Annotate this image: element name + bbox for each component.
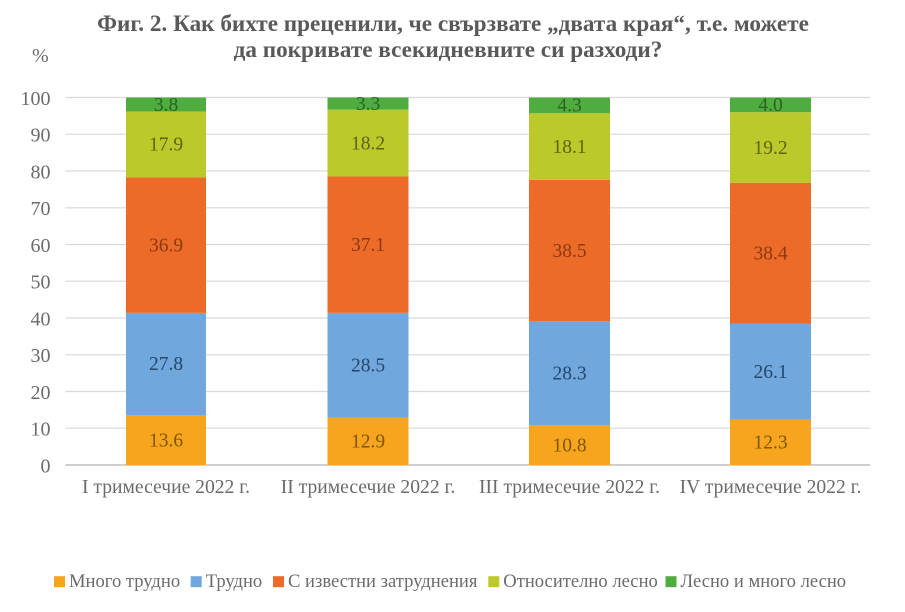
svg-text:Много трудно: Много трудно <box>69 571 180 592</box>
svg-text:4.3: 4.3 <box>557 96 581 117</box>
svg-text:36.9: 36.9 <box>149 235 183 256</box>
svg-text:12.3: 12.3 <box>753 433 787 454</box>
svg-text:да покривате всекидневните си: да покривате всекидневните си разходи? <box>234 37 663 63</box>
svg-text:26.1: 26.1 <box>753 362 787 383</box>
svg-text:40: 40 <box>31 308 51 330</box>
svg-text:50: 50 <box>31 272 51 294</box>
svg-text:I тримесечие 2022 г.: I тримесечие 2022 г. <box>82 477 250 498</box>
svg-text:19.2: 19.2 <box>753 138 787 159</box>
svg-text:18.1: 18.1 <box>552 137 586 158</box>
svg-text:Фиг. 2. Как бихте преценили, ч: Фиг. 2. Как бихте преценили, че свързват… <box>97 11 809 37</box>
svg-text:3.8: 3.8 <box>154 95 178 116</box>
svg-text:60: 60 <box>31 235 51 257</box>
svg-text:0: 0 <box>41 455 51 477</box>
svg-text:18.2: 18.2 <box>351 133 385 154</box>
svg-text:30: 30 <box>31 345 51 367</box>
svg-text:IV тримесечие 2022 г.: IV тримесечие 2022 г. <box>680 477 862 498</box>
svg-text:80: 80 <box>31 161 51 183</box>
svg-text:Лесно и много лесно: Лесно и много лесно <box>681 571 847 592</box>
svg-text:28.5: 28.5 <box>351 356 385 377</box>
svg-text:12.9: 12.9 <box>351 432 385 453</box>
svg-text:3.3: 3.3 <box>356 94 380 115</box>
svg-text:4.0: 4.0 <box>758 95 782 116</box>
svg-text:10.8: 10.8 <box>552 436 586 457</box>
svg-text:28.3: 28.3 <box>552 364 586 385</box>
svg-text:17.9: 17.9 <box>149 135 183 156</box>
svg-text:Относително лесно: Относително лесно <box>503 571 658 592</box>
svg-text:%: % <box>32 45 49 67</box>
svg-text:II тримесечие 2022 г.: II тримесечие 2022 г. <box>281 477 456 498</box>
svg-text:38.5: 38.5 <box>552 241 586 262</box>
svg-text:С известни затруднения: С известни затруднения <box>288 571 478 592</box>
svg-text:13.6: 13.6 <box>149 430 183 451</box>
svg-text:38.4: 38.4 <box>753 244 787 265</box>
svg-text:10: 10 <box>31 419 51 441</box>
svg-text:90: 90 <box>31 125 51 147</box>
svg-text:III тримесечие 2022 г.: III тримесечие 2022 г. <box>479 477 660 498</box>
svg-text:Трудно: Трудно <box>206 571 263 592</box>
svg-text:37.1: 37.1 <box>351 235 385 256</box>
svg-text:70: 70 <box>31 198 51 220</box>
svg-text:20: 20 <box>31 382 51 404</box>
svg-text:27.8: 27.8 <box>149 354 183 375</box>
svg-text:100: 100 <box>21 88 51 110</box>
